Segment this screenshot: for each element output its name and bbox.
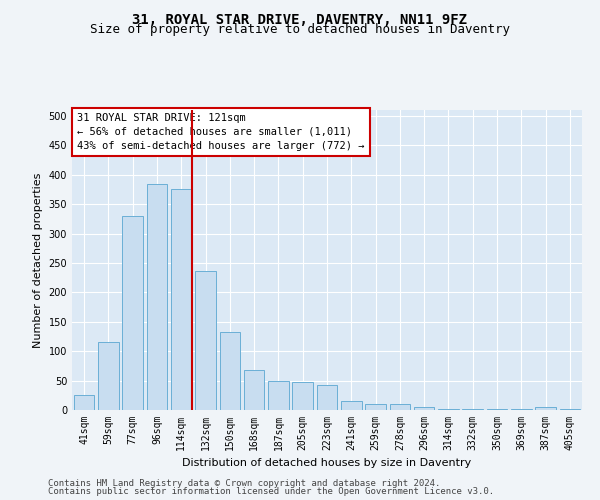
Bar <box>74 396 94 410</box>
Text: 31 ROYAL STAR DRIVE: 121sqm
← 56% of detached houses are smaller (1,011)
43% of : 31 ROYAL STAR DRIVE: 121sqm ← 56% of det… <box>77 113 365 151</box>
Bar <box>220 332 240 410</box>
Bar <box>244 370 265 410</box>
Bar <box>487 409 508 410</box>
Text: Contains HM Land Registry data © Crown copyright and database right 2024.: Contains HM Land Registry data © Crown c… <box>48 478 440 488</box>
Bar <box>195 270 216 410</box>
Text: Size of property relative to detached houses in Daventry: Size of property relative to detached ho… <box>90 22 510 36</box>
Bar <box>463 409 483 410</box>
X-axis label: Distribution of detached houses by size in Daventry: Distribution of detached houses by size … <box>182 458 472 468</box>
Bar <box>292 382 313 410</box>
Bar <box>341 401 362 410</box>
Bar <box>389 404 410 410</box>
Y-axis label: Number of detached properties: Number of detached properties <box>33 172 43 348</box>
Bar <box>438 409 459 410</box>
Bar <box>414 407 434 410</box>
Bar <box>535 407 556 410</box>
Bar <box>146 184 167 410</box>
Bar <box>171 190 191 410</box>
Bar <box>122 216 143 410</box>
Bar <box>268 380 289 410</box>
Bar <box>560 409 580 410</box>
Bar <box>365 404 386 410</box>
Bar <box>317 386 337 410</box>
Text: 31, ROYAL STAR DRIVE, DAVENTRY, NN11 9FZ: 31, ROYAL STAR DRIVE, DAVENTRY, NN11 9FZ <box>133 12 467 26</box>
Text: Contains public sector information licensed under the Open Government Licence v3: Contains public sector information licen… <box>48 487 494 496</box>
Bar <box>98 342 119 410</box>
Bar <box>511 409 532 410</box>
